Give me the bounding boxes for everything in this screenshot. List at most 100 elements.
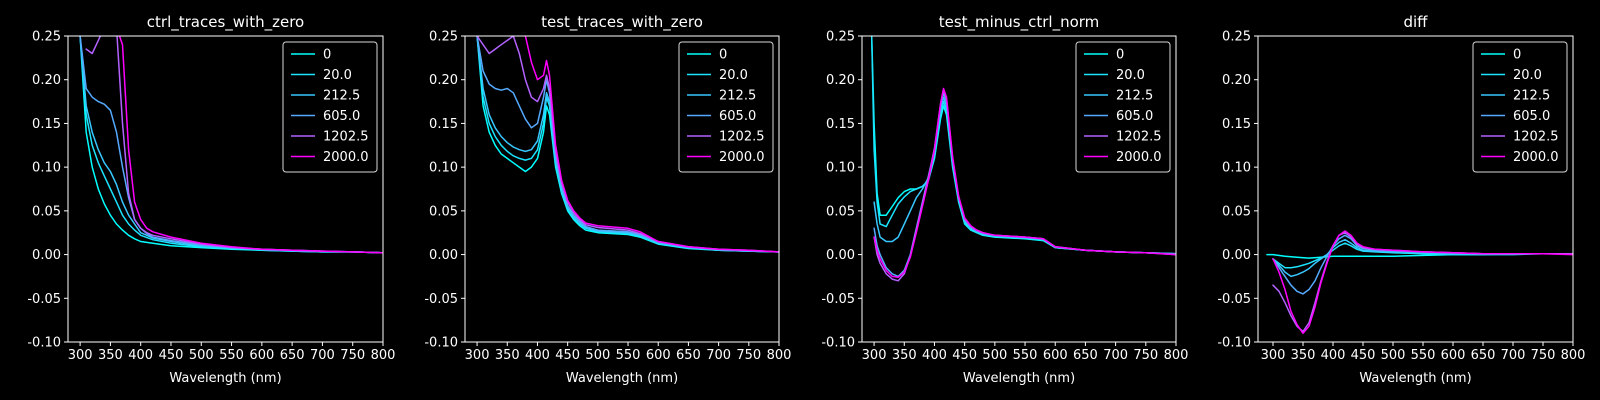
series-line-2000-0 <box>118 36 383 254</box>
legend-entry: 2000.0 <box>719 150 765 165</box>
legend: 0 20.0 212.5 605.0 1202.5 2000.0 <box>1075 41 1171 173</box>
x-tick-label: 800 <box>767 348 792 363</box>
x-tick-label: 700 <box>310 348 335 363</box>
legend-entry: 1202.5 <box>323 130 369 145</box>
y-tick-label: 0.05 <box>1222 204 1251 219</box>
x-axis-label: Wavelength (nm) <box>169 371 281 386</box>
x-tick-label: 400 <box>525 348 550 363</box>
chart-title: ctrl_traces_with_zero <box>147 13 304 32</box>
legend-entry: 0 <box>1513 48 1521 63</box>
legend-entry: 1202.5 <box>719 130 765 145</box>
series-line-1202-5 <box>476 36 779 253</box>
legend-entry: 20.0 <box>323 68 352 83</box>
x-tick-label: 700 <box>706 348 731 363</box>
x-tick-label: 800 <box>1164 348 1189 363</box>
legend-entry: 20.0 <box>1116 68 1145 83</box>
y-tick-label: -0.10 <box>424 336 458 351</box>
series-group <box>1266 230 1573 335</box>
x-axis-label: Wavelength (nm) <box>566 371 678 386</box>
y-tick-label: 0.25 <box>826 30 855 45</box>
plot-frame <box>1257 35 1574 343</box>
x-tick-label: 500 <box>1381 348 1406 363</box>
x-tick-label: 350 <box>495 348 520 363</box>
y-tick-label: 0.00 <box>429 248 458 263</box>
legend: 0 20.0 212.5 605.0 1202.5 2000.0 <box>678 41 774 173</box>
y-tick-label: 0.05 <box>826 204 855 219</box>
x-tick-label: 600 <box>1441 348 1466 363</box>
plot-frame <box>464 35 780 343</box>
x-tick-label: 700 <box>1103 348 1128 363</box>
y-tick-label: 0.00 <box>826 248 855 263</box>
y-tick-label: 0.00 <box>32 248 61 263</box>
y-tick-label: 0.10 <box>826 161 855 176</box>
x-tick-label: 300 <box>862 348 887 363</box>
chart-panel-2: 300 350 400 450 500 550 600 650 700 750 800 -0.10 -0… <box>424 13 791 386</box>
y-tick-label: 0.20 <box>32 73 61 88</box>
plot-frame <box>67 35 384 343</box>
legend-entry: 212.5 <box>1513 89 1550 104</box>
y-tick-label: -0.05 <box>1217 292 1251 307</box>
legend-entry: 605.0 <box>719 109 756 124</box>
x-tick-label: 350 <box>1291 348 1316 363</box>
y-tick-label: -0.05 <box>424 292 458 307</box>
series-line-605-0 <box>1272 234 1573 295</box>
x-tick-label: 700 <box>1501 348 1526 363</box>
y-tick-label: -0.05 <box>27 292 61 307</box>
y-tick-label: 0.15 <box>429 117 458 132</box>
x-tick-label: 600 <box>1043 348 1068 363</box>
y-tick-label: 0.25 <box>32 30 61 45</box>
legend-entry: 0 <box>1116 48 1124 63</box>
legend-entry: 212.5 <box>719 89 756 104</box>
legend-entry: 1202.5 <box>1513 130 1559 145</box>
chart-panel-1: 300 350 400 450 500 550 600 650 700 750 800 -0.10 -0… <box>27 13 395 386</box>
series-line-1202-5 <box>1272 231 1573 333</box>
series-group <box>79 36 383 254</box>
y-tick-label: 0.05 <box>32 204 61 219</box>
legend-entry: 212.5 <box>323 89 360 104</box>
x-tick-label: 300 <box>68 348 93 363</box>
y-tick-label: 0.20 <box>429 73 458 88</box>
x-tick-label: 450 <box>555 348 580 363</box>
chart-panel-4: 300 350 400 450 500 550 600 650 700 750 800 -0.10 -0… <box>1217 13 1585 386</box>
legend-entry: 212.5 <box>1116 89 1153 104</box>
series-line-2000-0 <box>1272 230 1573 335</box>
y-tick-label: 0.15 <box>826 117 855 132</box>
series-group <box>476 36 779 253</box>
legend-entry: 605.0 <box>1116 109 1153 124</box>
y-tick-label: -0.10 <box>27 336 61 351</box>
x-tick-label: 400 <box>922 348 947 363</box>
x-tick-label: 500 <box>189 348 214 363</box>
y-tick-label: 0.10 <box>429 161 458 176</box>
x-tick-label: 750 <box>1531 348 1556 363</box>
x-axis-label: Wavelength (nm) <box>1359 371 1471 386</box>
legend-entry: 0 <box>719 48 727 63</box>
x-tick-label: 550 <box>616 348 641 363</box>
legend: 0 20.0 212.5 605.0 1202.5 2000.0 <box>282 41 378 173</box>
y-tick-label: -0.10 <box>1217 336 1251 351</box>
x-tick-label: 400 <box>1321 348 1346 363</box>
x-tick-label: 450 <box>1351 348 1376 363</box>
legend-entry: 20.0 <box>719 68 748 83</box>
legend-entry: 20.0 <box>1513 68 1542 83</box>
x-tick-label: 500 <box>982 348 1007 363</box>
x-tick-label: 550 <box>1013 348 1038 363</box>
x-tick-label: 550 <box>1411 348 1436 363</box>
legend-entry: 1202.5 <box>1116 130 1162 145</box>
x-tick-label: 650 <box>676 348 701 363</box>
x-tick-label: 400 <box>128 348 153 363</box>
x-tick-label: 300 <box>1261 348 1286 363</box>
y-tick-label: 0.15 <box>32 117 61 132</box>
x-axis-label: Wavelength (nm) <box>963 371 1075 386</box>
x-tick-label: 500 <box>585 348 610 363</box>
legend-entry: 605.0 <box>1513 109 1550 124</box>
y-tick-label: 0.20 <box>826 73 855 88</box>
legend-entry: 0 <box>323 48 331 63</box>
y-tick-label: -0.10 <box>821 336 855 351</box>
series-line-20-0 <box>1272 242 1573 269</box>
legend-entry: 2000.0 <box>323 150 369 165</box>
y-tick-label: -0.05 <box>821 292 855 307</box>
y-tick-label: 0.15 <box>1222 117 1251 132</box>
legend: 0 20.0 212.5 605.0 1202.5 2000.0 <box>1472 41 1568 173</box>
x-tick-label: 600 <box>646 348 671 363</box>
